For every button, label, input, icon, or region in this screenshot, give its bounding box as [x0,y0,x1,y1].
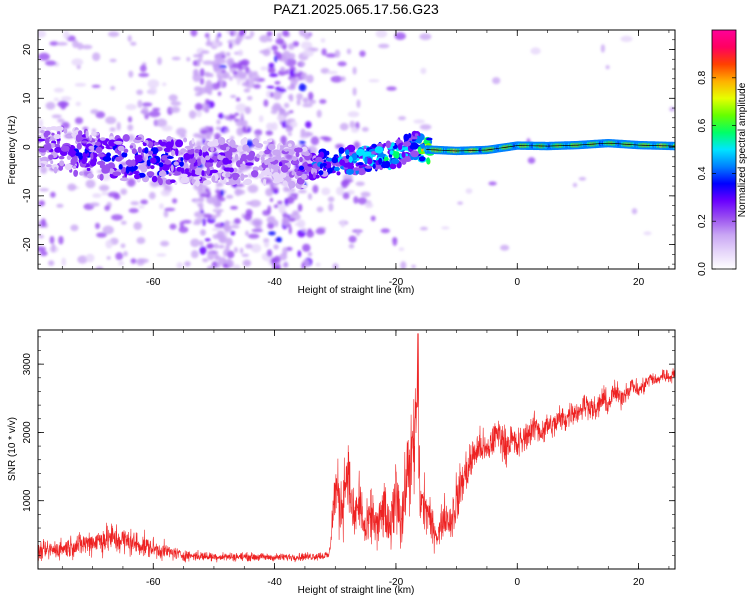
colorbar-tick-label: 0.6 [697,118,708,132]
colorbar: 0.0 0.2 0.4 0.6 0.8 Normalized spectral ampl… [697,29,748,276]
spectrogram-xtick-label: 0 [514,277,520,288]
colorbar-label: Normalized spectral amplitude [737,82,748,217]
colorbar-tick-label: 0.2 [697,214,708,228]
spectrogram-ytick-label: -20 [22,237,33,252]
snr-ytick-label: 2000 [22,421,33,444]
snr-frame [37,329,676,570]
snr-xtick-label: 0 [514,577,520,588]
spectrogram-ytick-label: 20 [22,44,33,56]
spectrogram-ytick-label: -10 [22,188,33,203]
colorbar-frame [711,29,737,270]
spectrogram-xtick-label: 20 [633,277,645,288]
snr-xtick-label: -20 [389,577,404,588]
snr-xtick-label: 20 [633,577,645,588]
spectrogram-ytick-label: 10 [22,92,33,104]
spectrogram-ridge [38,125,675,190]
snr-ylabel: SNR (10 * v/v) [7,417,18,481]
spectrogram-heatmap [38,30,675,269]
spectrogram-ylabel: Frequency (Hz) [7,116,18,185]
colorbar-tick-label: 0.4 [697,166,708,180]
spectrogram-frame [37,29,676,270]
spectrogram-xlabel: Height of straight line (km) [298,285,415,296]
colorbar-ticks: 0.0 0.2 0.4 0.6 0.8 [697,70,736,276]
colorbar-gradient [712,30,736,269]
colorbar-tick-label: 0.8 [697,70,708,84]
snr-xtick-label: -40 [267,577,282,588]
spectrogram-noise [38,30,675,269]
ridge-trace-line [426,142,675,152]
spectrogram-xtick-label: -60 [146,277,161,288]
snr-ytick-label: 3000 [22,353,33,376]
spectrogram-ytick-label: 0 [22,144,33,150]
snr-panel: -60 -40 -20 0 20 1000 2000 3000 Height of strai… [7,329,676,596]
snr-ytick-label: 1000 [22,489,33,512]
snr-xtick-label: -60 [146,577,161,588]
snr-series-line [38,333,675,563]
snr-axes: -60 -40 -20 0 20 1000 2000 3000 [22,330,675,588]
snr-xlabel: Height of straight line (km) [298,585,415,596]
colorbar-tick-label: 0.0 [697,262,708,276]
figure-title: PAZ1.2025.065.17.56.G23 [273,1,439,17]
spectrogram-panel: -60 -40 -20 0 20 -20 -10 0 10 20 Height of straig… [7,29,676,296]
spectrogram-xtick-label: -40 [267,277,282,288]
spectrogram-axes: -60 -40 -20 0 20 -20 -10 0 10 20 [22,29,675,288]
spectrogram-xtick-label: -20 [389,277,404,288]
